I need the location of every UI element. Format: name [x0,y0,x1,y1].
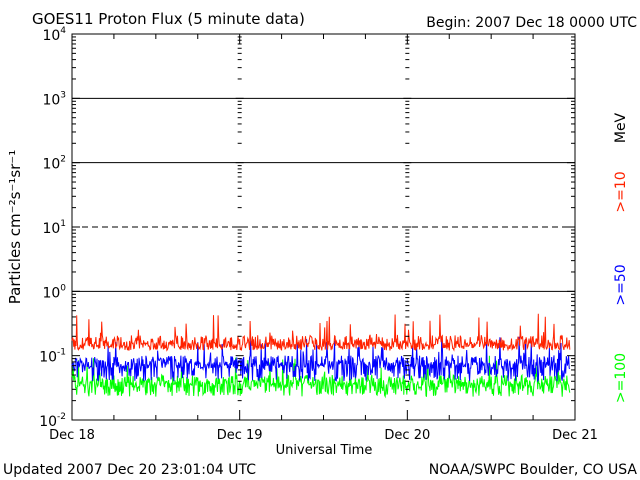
y-tick-label: 102 [42,155,66,173]
y-tick-label: 101 [42,219,66,237]
legend-unit-label: MeV [613,112,629,143]
x-tick-label: Dec 20 [384,428,430,443]
threshold-lines [72,97,575,292]
x-tick-label: Dec 18 [49,428,95,443]
x-tick-label: Dec 21 [552,428,598,443]
series-line-ge100 [71,355,571,399]
footer-updated: Updated 2007 Dec 20 23:01:04 UTC [3,462,256,478]
x-tick-label: Dec 19 [217,428,263,443]
x-axis-label: Universal Time [276,443,373,458]
legend: MeV >=10 >=50 >=100 [613,112,629,403]
chart-title: GOES11 Proton Flux (5 minute data) [32,10,305,28]
legend-ge50-label: >=50 [613,264,629,305]
axis-ticks: 10-2 10-1 100 101 102 103 104 Dec 18 Dec 19 Dec 2… [39,26,598,443]
series-line-ge10 [71,313,571,352]
legend-ge100-label: >=100 [613,353,629,403]
footer-source: NOAA/SWPC Boulder, CO USA [429,462,638,478]
y-tick-label: 10-1 [39,348,66,366]
legend-ge10-label: >=10 [613,171,629,212]
series-layer [71,313,571,399]
y-tick-label: 103 [42,90,66,108]
y-tick-label: 104 [42,26,66,44]
y-axis-label: Particles cm⁻²s⁻¹sr⁻¹ [6,150,24,304]
y-tick-label: 10-2 [39,412,66,430]
y-tick-label: 100 [42,283,66,301]
begin-label: Begin: 2007 Dec 18 0000 UTC [426,15,637,31]
series-line-ge50 [71,336,571,383]
